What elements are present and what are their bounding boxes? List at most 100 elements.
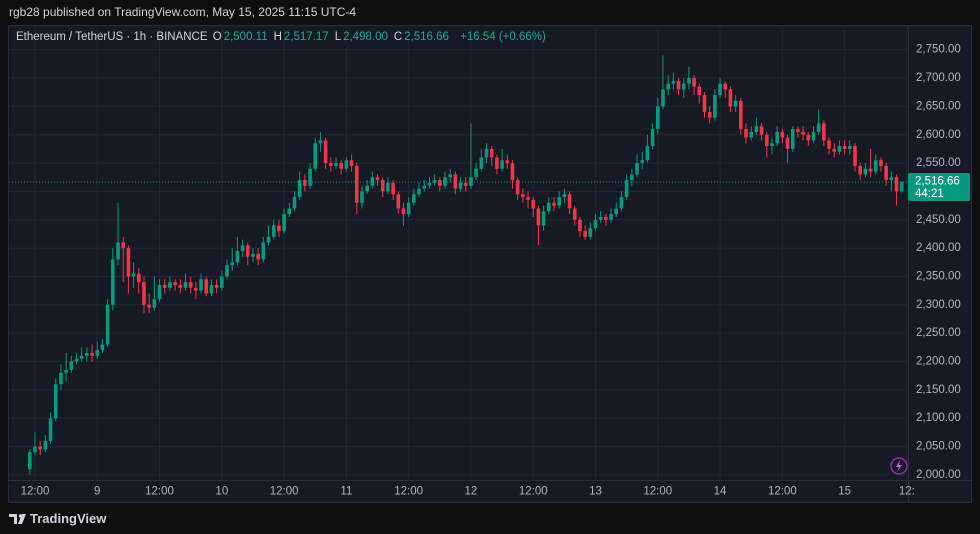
candle-body (484, 148, 489, 158)
candle-body (505, 160, 510, 164)
candle-body (744, 129, 748, 138)
candle-body (194, 287, 198, 291)
candle-body (645, 146, 650, 161)
candle-body (640, 160, 645, 164)
x-tick-label: 12 (465, 486, 478, 498)
publisher-line: rgb28 published on TradingView.com, May … (9, 5, 356, 19)
candle-body (811, 131, 816, 141)
candle-body (474, 168, 478, 178)
candle-body (739, 100, 743, 130)
ohlc-label: H (273, 31, 282, 43)
x-tick-label: 12:00 (643, 486, 672, 498)
candle-body (412, 194, 416, 203)
candle-body (59, 372, 63, 385)
ohlc-label: O (212, 31, 222, 43)
candle-body (313, 143, 318, 169)
candle-body (827, 140, 831, 149)
candle-body (614, 208, 619, 215)
symbol-header: Ethereum / TetherUS · 1h · BINANCE O 2,50… (16, 31, 552, 43)
candle-body (510, 163, 515, 181)
candle-body (899, 181, 904, 192)
candle-body (308, 168, 312, 186)
y-tick-label: 2,250.00 (916, 327, 961, 339)
candle-body (842, 146, 847, 149)
candle-body (687, 78, 691, 84)
candle-body (572, 208, 577, 220)
candle-body (775, 131, 779, 144)
candle-body (69, 361, 74, 371)
candle-body (458, 182, 463, 189)
candle-body (713, 95, 717, 118)
axes: 2,000.00 2,050.00 2,100.00 2,150.00 2,200.00… (21, 44, 970, 498)
candle-body (152, 299, 157, 308)
candle-body (53, 384, 58, 419)
candle-body (38, 446, 42, 450)
candle-body (111, 259, 115, 305)
candle-body (718, 83, 722, 96)
candle-body (780, 131, 785, 138)
y-tick-label: 2,100.00 (916, 412, 961, 424)
candle-body (334, 163, 338, 166)
candle-body (650, 129, 655, 147)
ohlc-value: 2,516.66 (404, 31, 449, 43)
candle-body (105, 304, 110, 345)
candle-body (157, 284, 162, 300)
candle-body (33, 446, 37, 453)
y-tick-label: 2,550.00 (916, 157, 961, 169)
x-tick-label: 12:00 (145, 486, 174, 498)
candle-body (785, 137, 790, 149)
x-tick-label: 10 (215, 486, 228, 498)
candle-body (790, 129, 795, 149)
candle-body (806, 134, 811, 141)
candle-body (863, 168, 868, 175)
candle-body (531, 199, 536, 209)
x-tick-label: 13 (589, 486, 602, 498)
candle-body (624, 180, 629, 198)
candle-body (292, 197, 297, 209)
candle-body (671, 80, 676, 84)
y-tick-label: 2,150.00 (916, 384, 961, 396)
candle-body (401, 208, 406, 215)
candle-body (567, 194, 572, 209)
candle-body (256, 253, 260, 260)
candle-body (463, 182, 468, 186)
candle-body (277, 225, 281, 232)
candle-body (469, 177, 473, 186)
candle-body (889, 177, 894, 181)
candle-body (391, 182, 395, 195)
candle-body (453, 174, 458, 189)
candle-body (365, 185, 369, 192)
candle-body (209, 284, 214, 294)
candle-body (422, 185, 427, 189)
candle-body (879, 160, 883, 166)
candle-body (100, 344, 105, 351)
candle-body (609, 214, 613, 220)
y-tick-label: 2,200.00 (916, 356, 961, 368)
candle-body (619, 197, 624, 209)
candle-body (552, 202, 556, 206)
candle-body (360, 191, 364, 203)
candle-body (604, 216, 608, 220)
last-price-box (908, 172, 970, 201)
candle-body (495, 157, 499, 169)
candle-body (557, 197, 561, 206)
candle-body (220, 276, 224, 288)
change: +16.54 (+0.66%) (460, 31, 546, 43)
candle-body (188, 282, 193, 288)
alert-icon[interactable] (890, 457, 908, 475)
candle-body (884, 165, 888, 181)
candle-body (630, 174, 634, 181)
candle-body (837, 146, 842, 152)
candle-body (521, 194, 525, 198)
candle-body (676, 80, 681, 90)
candle-body (868, 168, 873, 172)
candle-body (417, 188, 421, 195)
candle-body (271, 225, 276, 237)
ohlc-value: 2,498.00 (343, 31, 388, 43)
candle-body (344, 160, 349, 169)
candle-body (583, 231, 587, 237)
last-price-label: 2,516.66 (915, 176, 960, 188)
candle-body (526, 197, 530, 200)
candle-body (541, 211, 546, 226)
candle-body (816, 123, 821, 132)
